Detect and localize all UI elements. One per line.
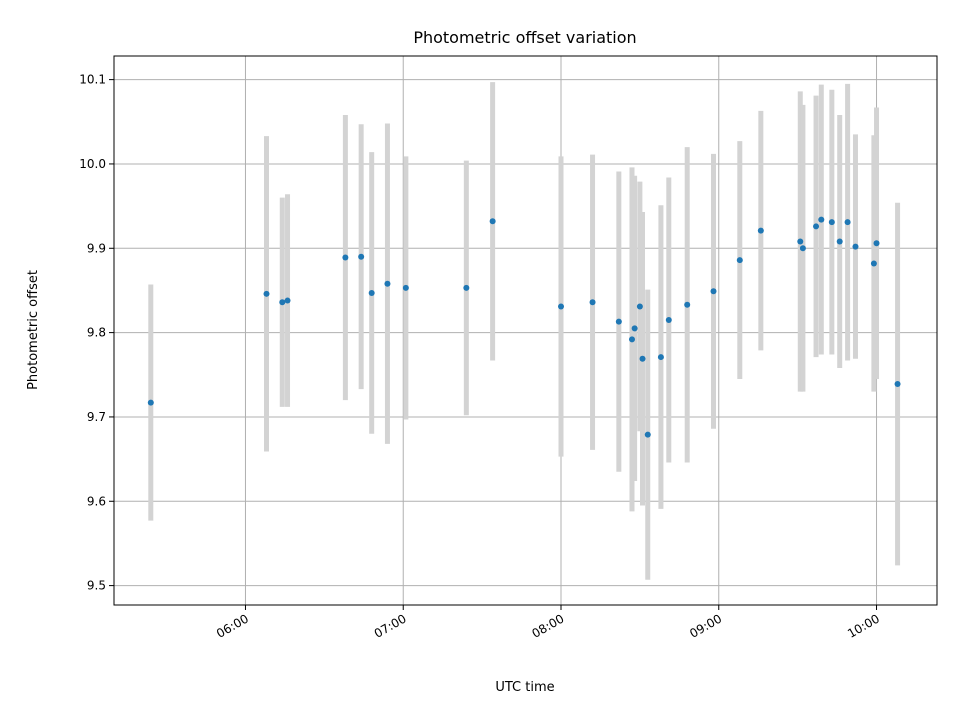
y-tick-label: 9.7 — [87, 410, 106, 424]
data-point — [873, 240, 880, 247]
data-point — [813, 223, 820, 230]
y-tick-label: 9.9 — [87, 241, 106, 255]
y-tick-label: 9.8 — [87, 326, 106, 340]
y-axis-label: Photometric offset — [26, 270, 41, 390]
data-point — [710, 288, 717, 295]
y-tick-label: 10.1 — [79, 73, 106, 87]
chart-title: Photometric offset variation — [413, 28, 636, 47]
data-point — [342, 254, 349, 261]
data-point — [615, 318, 622, 325]
data-point — [828, 219, 835, 226]
error-bars — [148, 82, 901, 580]
x-tick-label: 08:00 — [530, 611, 567, 640]
data-point — [797, 238, 804, 245]
data-point — [844, 219, 851, 226]
data-point — [147, 399, 154, 406]
x-tick-label: 07:00 — [372, 611, 409, 640]
data-point — [639, 355, 646, 362]
data-point — [799, 245, 806, 252]
x-tick-label: 06:00 — [214, 611, 251, 640]
data-point — [736, 257, 743, 264]
data-point — [358, 253, 365, 260]
data-point — [631, 325, 638, 332]
plot-area-frame — [113, 55, 938, 606]
data-point — [279, 299, 286, 306]
data-point — [368, 289, 375, 296]
data-point — [684, 301, 691, 308]
data-point — [852, 243, 859, 250]
data-point — [263, 290, 270, 297]
data-point — [836, 238, 843, 245]
data-point — [870, 260, 877, 267]
x-tick-label: 10:00 — [845, 611, 882, 640]
x-axis-label: UTC time — [495, 680, 554, 695]
x-axis-ticks: 06:00 07:00 08:00 09:00 10:00 — [214, 605, 882, 641]
y-tick-label: 10.0 — [79, 157, 106, 171]
data-point — [818, 216, 825, 223]
x-tick-label: 09:00 — [687, 611, 724, 640]
data-point — [463, 284, 470, 291]
data-point — [402, 284, 409, 291]
data-point — [628, 336, 635, 343]
data-point — [589, 299, 596, 306]
data-point — [636, 303, 643, 310]
y-axis-ticks: 9.5 9.6 9.7 9.8 9.9 10.0 10.1 — [79, 73, 114, 593]
data-point — [489, 218, 496, 225]
y-tick-label: 9.6 — [87, 494, 106, 508]
data-point — [894, 381, 901, 388]
data-point — [284, 297, 291, 304]
data-point — [657, 354, 664, 361]
data-point — [757, 227, 764, 234]
data-point — [644, 431, 651, 438]
data-point — [665, 316, 672, 323]
data-points — [147, 216, 901, 438]
data-point — [384, 280, 391, 287]
y-tick-label: 9.5 — [87, 579, 106, 593]
data-point — [557, 303, 564, 310]
